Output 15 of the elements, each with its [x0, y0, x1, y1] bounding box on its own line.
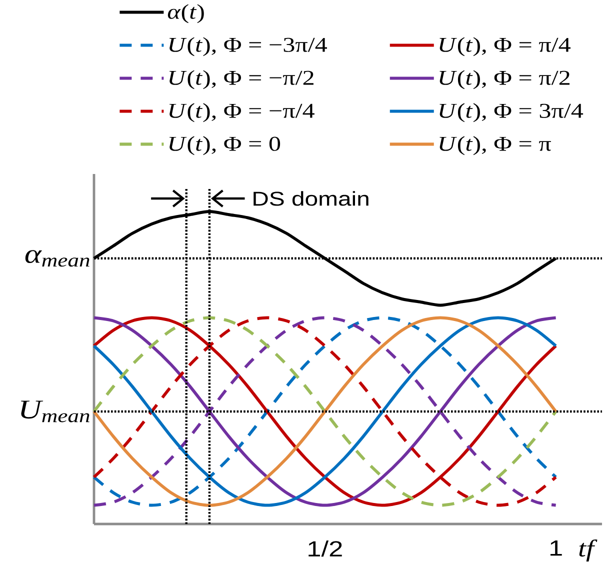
text: DS domain	[254, 191, 368, 206]
legend-label: U(t), Φ = −3π/4	[169, 37, 327, 56]
x-tick-label: 1/2	[308, 540, 342, 557]
x-tick-label: 1	[550, 540, 562, 556]
legend-label: U(t), Φ = 3π/4	[440, 103, 584, 122]
legend-label: U(t), Φ = π/4	[440, 37, 570, 56]
ref-line-label: α$_{mean}$	[25, 250, 90, 267]
legend-label: U(t), Φ = 0	[169, 136, 280, 156]
x-axis-title: tf	[579, 540, 598, 562]
ref-line-label: U$_{mean}$	[21, 400, 90, 422]
legend-label: U(t), Φ = π/2	[440, 70, 570, 90]
legend-label: U(t), Φ = π	[440, 136, 551, 156]
legend-label: U(t), Φ = −π/4	[169, 103, 314, 122]
legend-label: α(t)	[168, 4, 204, 24]
legend-label: U(t), Φ = −π/2	[169, 70, 314, 90]
